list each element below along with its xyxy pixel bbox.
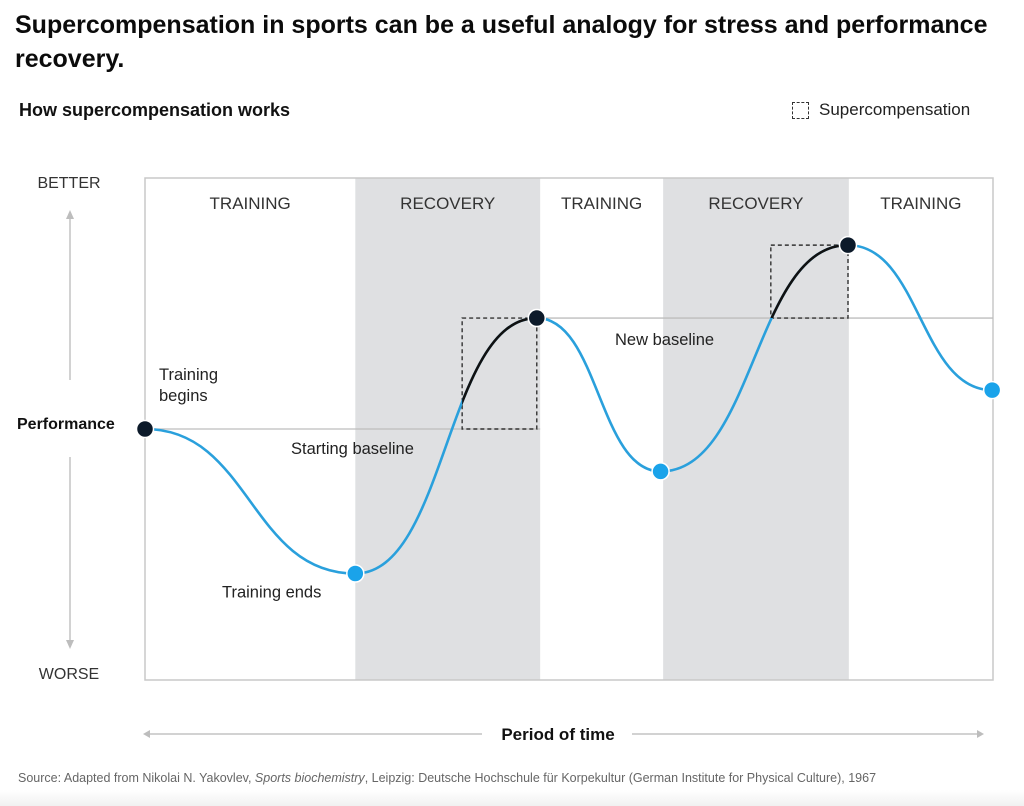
bottom-fade bbox=[0, 790, 1024, 806]
annotations: Training begins Starting baseline Training … bbox=[159, 331, 714, 601]
source-title: Sports biochemistry bbox=[254, 771, 365, 785]
source-prefix: Source: Adapted from Nikolai N. Yakovlev… bbox=[18, 771, 255, 785]
phase-label-training: TRAINING bbox=[210, 194, 291, 213]
annotation-training-begins: Training begins bbox=[159, 366, 218, 405]
annotation-training-ends: Training ends bbox=[222, 584, 321, 602]
y-axis-bottom-label: WORSE bbox=[39, 666, 99, 683]
source-note: Source: Adapted from Nikolai N. Yakovlev… bbox=[18, 771, 876, 785]
source-suffix: , Leipzig: Deutsche Hochschule für Korpe… bbox=[364, 771, 877, 785]
supercompensation-box bbox=[770, 244, 849, 319]
recovery-band bbox=[663, 178, 849, 680]
y-axis-top-label: BETTER bbox=[37, 175, 100, 192]
supercompensation-curve-segment bbox=[770, 243, 848, 319]
x-axis-label: Period of time bbox=[501, 725, 614, 744]
low-point bbox=[346, 564, 365, 583]
phase-label-recovery: RECOVERY bbox=[708, 194, 803, 213]
dashed-box-icon bbox=[792, 101, 809, 119]
low-point bbox=[651, 462, 670, 481]
supercompensation-box bbox=[461, 317, 538, 430]
phase-label-training: TRAINING bbox=[561, 194, 642, 213]
arrow-left-icon bbox=[143, 730, 150, 738]
phase-label-training: TRAINING bbox=[880, 194, 961, 213]
page-title: Supercompensation in sports can be a use… bbox=[15, 11, 988, 73]
legend: Supercompensation bbox=[792, 100, 970, 120]
peak-point bbox=[838, 235, 858, 255]
low-point bbox=[982, 380, 1002, 400]
performance-curve bbox=[144, 243, 993, 575]
annotation-new-baseline: New baseline bbox=[615, 331, 714, 349]
phase-labels: TRAINING RECOVERY TRAINING RECOVERY TRAINING bbox=[210, 194, 962, 213]
peak-point bbox=[135, 419, 155, 439]
legend-label: Supercompensation bbox=[819, 100, 971, 119]
performance-curve-line bbox=[144, 243, 993, 575]
y-axis-label: Performance bbox=[17, 416, 115, 433]
peak-point bbox=[527, 308, 547, 328]
supercompensation-boxes bbox=[461, 244, 849, 430]
phase-label-recovery: RECOVERY bbox=[400, 194, 495, 213]
annotation-starting-baseline: Starting baseline bbox=[291, 440, 414, 458]
key-points bbox=[135, 235, 1002, 583]
arrow-up-icon bbox=[66, 210, 74, 219]
arrow-down-icon bbox=[66, 640, 74, 649]
supercompensation-curve-segment bbox=[462, 316, 537, 406]
arrow-right-icon bbox=[977, 730, 984, 738]
chart-subtitle: How supercompensation works bbox=[19, 100, 291, 120]
